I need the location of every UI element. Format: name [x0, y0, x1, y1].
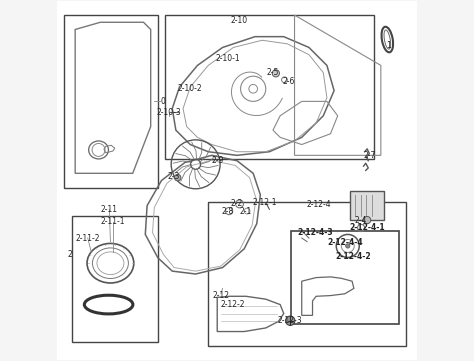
- Text: 2-12-1: 2-12-1: [253, 198, 277, 207]
- Text: 2-3: 2-3: [168, 173, 180, 182]
- Text: 2-12-4-3: 2-12-4-3: [298, 228, 333, 237]
- Text: 2-6: 2-6: [283, 77, 295, 86]
- Circle shape: [272, 70, 280, 77]
- Text: 0: 0: [161, 97, 166, 106]
- Bar: [64, 15, 158, 188]
- Text: 2-11-2: 2-11-2: [75, 234, 100, 243]
- Text: 2-4: 2-4: [355, 216, 367, 225]
- Text: 2-12-4-4: 2-12-4-4: [327, 238, 363, 247]
- Text: 2-5: 2-5: [266, 68, 278, 77]
- Circle shape: [364, 217, 371, 224]
- Text: 2-2: 2-2: [230, 199, 242, 208]
- Text: 1: 1: [386, 41, 391, 50]
- FancyBboxPatch shape: [350, 191, 384, 220]
- Bar: [165, 15, 374, 159]
- Text: 2-10-2: 2-10-2: [178, 84, 202, 93]
- Text: 2-12-4-1: 2-12-4-1: [349, 223, 385, 232]
- Text: 2: 2: [67, 250, 72, 259]
- Text: 2-10-3: 2-10-3: [156, 108, 181, 117]
- Bar: [208, 202, 406, 346]
- Text: 2-11: 2-11: [101, 205, 118, 214]
- Text: 2-11-1: 2-11-1: [100, 217, 125, 226]
- Bar: [72, 217, 158, 342]
- Text: 2-9: 2-9: [211, 156, 223, 165]
- Text: 2-10-1: 2-10-1: [216, 54, 240, 63]
- Circle shape: [285, 316, 295, 325]
- Text: 2-12-4: 2-12-4: [307, 200, 331, 209]
- Text: 2-12-4-2: 2-12-4-2: [335, 252, 371, 261]
- Text: 2-12-3: 2-12-3: [278, 316, 302, 325]
- Text: 2-8: 2-8: [222, 206, 234, 216]
- Circle shape: [346, 244, 350, 248]
- Text: 2-12: 2-12: [212, 291, 229, 300]
- Text: 2-7: 2-7: [364, 151, 376, 160]
- Text: 2-10: 2-10: [230, 16, 247, 25]
- Bar: [291, 231, 399, 324]
- Circle shape: [174, 174, 181, 181]
- Text: 2-1: 2-1: [240, 206, 252, 216]
- Text: 2-12-2: 2-12-2: [220, 300, 245, 309]
